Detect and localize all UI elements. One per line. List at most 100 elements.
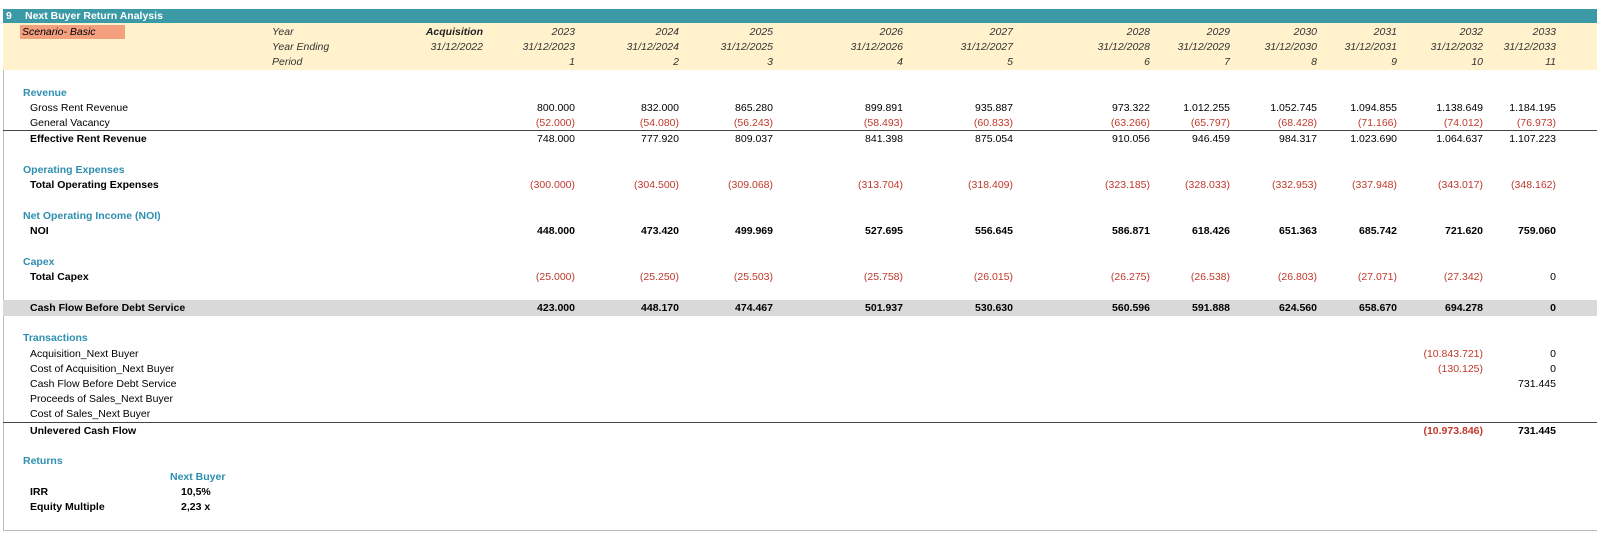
sheet-left-border	[3, 9, 4, 531]
total-opex-value-7: (328.033)	[1185, 179, 1230, 191]
total-opex-value-11: (348.162)	[1511, 179, 1556, 191]
year-ending-label: Year Ending	[272, 41, 330, 53]
header-period-col-8: 8	[1311, 56, 1317, 68]
header-year-col-0: Acquisition	[425, 26, 483, 38]
cfbds-value-10: 694.278	[1445, 302, 1483, 314]
effective-rent-value-4: 841.398	[865, 133, 903, 145]
effective-rent-value-7: 946.459	[1192, 133, 1230, 145]
gross-rent-value-10: 1.138.649	[1436, 102, 1483, 114]
section-title: Next Buyer Return Analysis	[25, 10, 163, 22]
unlevered-2033: 731.445	[1518, 425, 1556, 437]
total-capex-value-11: 0	[1550, 271, 1556, 283]
total-opex-value-10: (343.017)	[1438, 179, 1483, 191]
irr-value: 10,5%	[181, 486, 211, 498]
total-capex-value-7: (26.538)	[1190, 271, 1230, 283]
equity-multiple-label: Equity Multiple	[30, 501, 105, 513]
noi-value-7: 618.426	[1192, 225, 1230, 237]
sheet-bottom-border	[3, 530, 1597, 531]
period-label: Period	[272, 56, 303, 68]
vacancy-value-6: (63.266)	[1110, 117, 1150, 129]
capex-section-title: Capex	[23, 256, 55, 268]
header-ending-col-7: 31/12/2029	[1177, 41, 1230, 53]
vacancy-value-11: (76.973)	[1516, 117, 1556, 129]
total-opex-value-5: (318.409)	[968, 179, 1013, 191]
header-year-col-10: 2032	[1459, 26, 1483, 38]
cfbds-value-11: 0	[1550, 302, 1556, 314]
vacancy-value-5: (60.833)	[973, 117, 1013, 129]
effective-rent-value-2: 777.920	[641, 133, 679, 145]
header-period-col-6: 6	[1144, 56, 1150, 68]
gross-rent-value-1: 800.000	[537, 102, 575, 114]
effective-rent-label: Effective Rent Revenue	[30, 133, 147, 145]
header-ending-col-8: 31/12/2030	[1264, 41, 1317, 53]
header-period-col-5: 5	[1007, 56, 1013, 68]
header-period-col-11: 11	[1545, 56, 1556, 68]
cfbds-value-5: 530.630	[975, 302, 1013, 314]
header-year-col-5: 2027	[989, 26, 1013, 38]
total-capex-value-4: (25.758)	[863, 271, 903, 283]
header-period-col-3: 3	[767, 56, 773, 68]
proceeds-sales-label: Proceeds of Sales_Next Buyer	[30, 393, 173, 405]
unlevered-2032: (10.973.846)	[1423, 425, 1483, 437]
effective-rent-value-3: 809.037	[735, 133, 773, 145]
vacancy-value-10: (74.012)	[1443, 117, 1483, 129]
total-opex-label: Total Operating Expenses	[30, 179, 159, 191]
cost-sales-label: Cost of Sales_Next Buyer	[30, 408, 151, 420]
header-period-col-10: 10	[1471, 56, 1483, 68]
header-ending-col-1: 31/12/2023	[522, 41, 575, 53]
cfbds-value-6: 560.596	[1112, 302, 1150, 314]
section-title-bar: 9 Next Buyer Return Analysis	[3, 9, 1597, 23]
noi-value-5: 556.645	[975, 225, 1013, 237]
noi-value-2: 473.420	[641, 225, 679, 237]
header-ending-col-9: 31/12/2031	[1344, 41, 1397, 53]
cfbds-value-8: 624.560	[1279, 302, 1317, 314]
gross-rent-value-8: 1.052.745	[1270, 102, 1317, 114]
effective-rent-value-5: 875.054	[975, 133, 1013, 145]
header-year-col-2: 2024	[655, 26, 679, 38]
cfbds-label: Cash Flow Before Debt Service	[30, 302, 186, 314]
total-capex-value-8: (26.803)	[1277, 271, 1317, 283]
header-year-col-1: 2023	[551, 26, 575, 38]
effective-rent-top-border	[3, 130, 1597, 131]
header-ending-col-11: 31/12/2033	[1503, 41, 1556, 53]
opex-section-title: Operating Expenses	[23, 164, 125, 176]
total-opex-value-3: (309.068)	[728, 179, 773, 191]
effective-rent-value-10: 1.064.637	[1436, 133, 1483, 145]
effective-rent-value-11: 1.107.223	[1509, 133, 1556, 145]
total-opex-value-9: (337.948)	[1352, 179, 1397, 191]
header-ending-col-6: 31/12/2028	[1097, 41, 1150, 53]
year-label: Year	[272, 26, 294, 38]
header-ending-col-4: 31/12/2026	[850, 41, 903, 53]
cfbds-row-band	[3, 300, 1597, 316]
header-year-col-6: 2028	[1126, 26, 1150, 38]
gross-rent-value-4: 899.891	[865, 102, 903, 114]
effective-rent-value-9: 1.023.690	[1350, 133, 1397, 145]
noi-value-6: 586.871	[1112, 225, 1150, 237]
returns-section-title: Returns	[23, 455, 63, 467]
acq-next-2033: 0	[1550, 348, 1556, 360]
gross-rent-label: Gross Rent Revenue	[30, 102, 129, 114]
noi-value-1: 448.000	[537, 225, 575, 237]
total-capex-value-1: (25.000)	[535, 271, 575, 283]
scenario-cell[interactable]: Scenario- Basic	[20, 25, 125, 39]
gross-rent-value-6: 973.322	[1112, 102, 1150, 114]
header-period-col-1: 1	[569, 56, 575, 68]
header-period-col-7: 7	[1224, 56, 1230, 68]
header-year-col-11: 2033	[1532, 26, 1556, 38]
noi-value-4: 527.695	[865, 225, 903, 237]
total-capex-value-9: (27.071)	[1357, 271, 1397, 283]
transactions-section-title: Transactions	[23, 332, 88, 344]
total-opex-value-2: (304.500)	[634, 179, 679, 191]
unlevered-top-border	[3, 422, 1597, 423]
total-opex-value-6: (323.185)	[1105, 179, 1150, 191]
header-ending-col-10: 31/12/2032	[1430, 41, 1483, 53]
total-capex-value-10: (27.342)	[1443, 271, 1483, 283]
header-year-col-4: 2026	[879, 26, 903, 38]
gross-rent-value-11: 1.184.195	[1509, 102, 1556, 114]
header-year-col-8: 2030	[1293, 26, 1317, 38]
total-opex-value-4: (313.704)	[858, 179, 903, 191]
header-band	[3, 23, 1597, 70]
vacancy-value-9: (71.166)	[1357, 117, 1397, 129]
returns-column-header: Next Buyer	[170, 471, 226, 483]
header-ending-col-2: 31/12/2024	[626, 41, 679, 53]
